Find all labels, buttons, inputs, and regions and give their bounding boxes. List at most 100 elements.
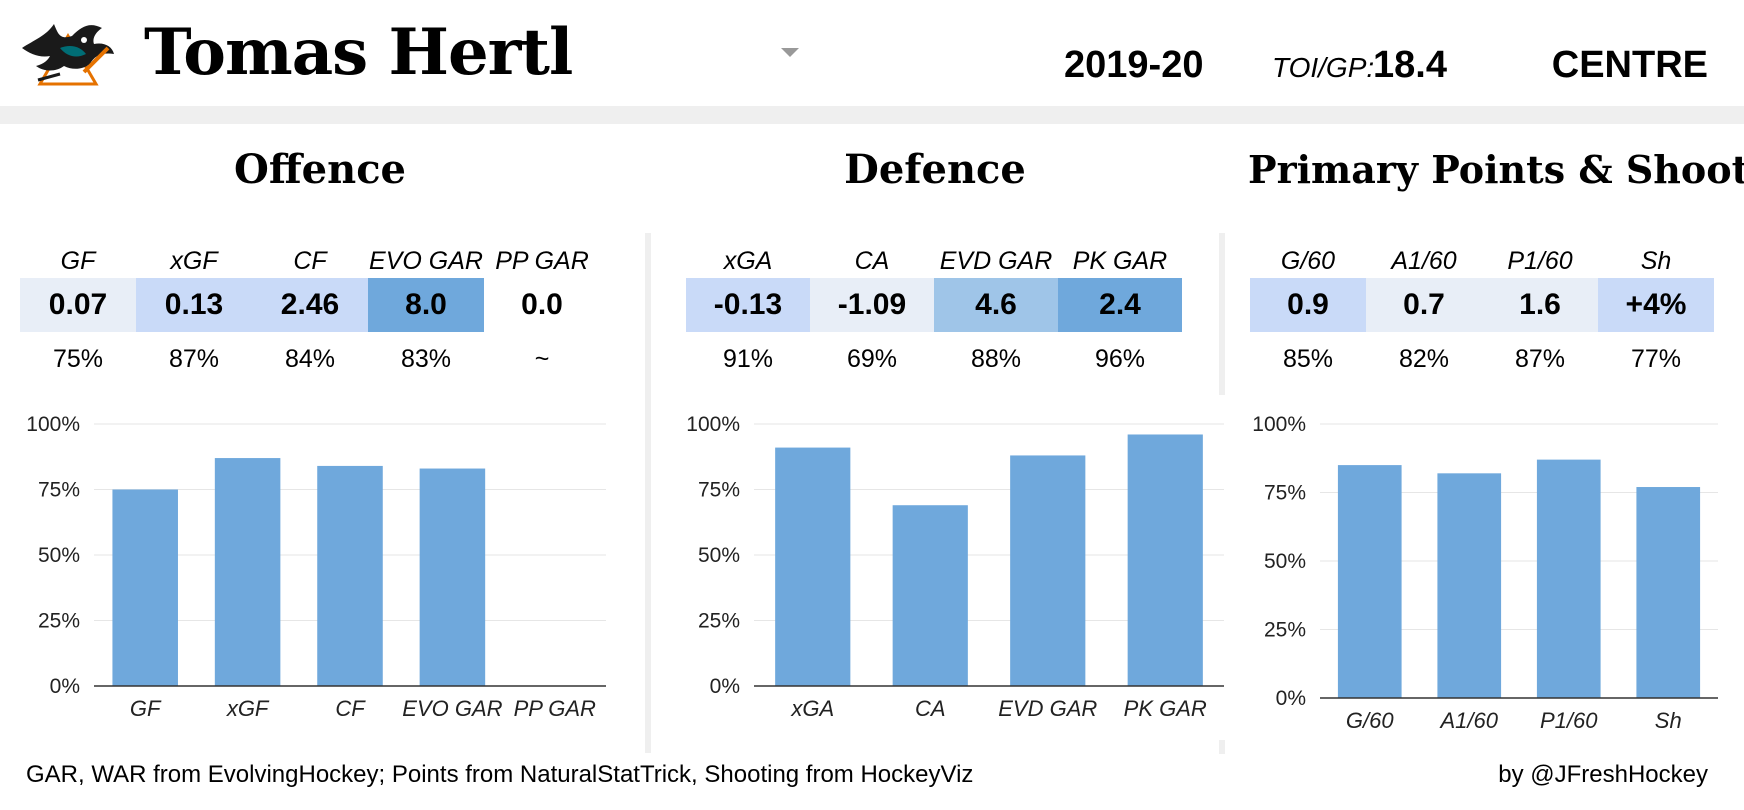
- stat-cell: 8.0: [368, 278, 484, 332]
- stat-cell: 2.46: [252, 278, 368, 332]
- x-tick-label: PP GAR: [514, 696, 596, 721]
- stat-cell: +4%: [1598, 278, 1714, 332]
- stat-label: xGF: [170, 247, 218, 275]
- bar: [317, 465, 383, 686]
- x-tick-label: P1/60: [1540, 708, 1598, 733]
- section-title: Offence: [233, 146, 406, 193]
- stat-label: GF: [60, 247, 96, 275]
- x-tick-label: A1/60: [1439, 708, 1499, 733]
- stat-percentile: 85%: [1282, 345, 1334, 373]
- bar: [1636, 487, 1701, 698]
- stat-percentile: ~: [534, 345, 550, 373]
- stat-percentile: 84%: [284, 345, 336, 373]
- toi-label: TOI/GP:: [1272, 52, 1375, 83]
- stat-label: EVO GAR: [369, 247, 483, 275]
- author-credit: by @JFreshHockey: [1498, 761, 1708, 788]
- toi-value: 18.4: [1373, 44, 1447, 86]
- stat-value: 0.7: [1403, 288, 1445, 321]
- stat-cell: 0.07: [20, 278, 136, 332]
- bar: [1127, 434, 1203, 686]
- stat-value: 2.46: [280, 288, 340, 321]
- x-tick-label: xGA: [790, 696, 834, 721]
- x-tick-label: G/60: [1346, 708, 1394, 733]
- stat-cell: 2.4: [1058, 278, 1182, 332]
- y-tick-label: 50%: [1264, 550, 1306, 573]
- stat-label: EVD GAR: [939, 247, 1053, 275]
- stat-value: 1.6: [1519, 288, 1561, 321]
- bar: [214, 458, 281, 686]
- stat-percentile: 82%: [1398, 345, 1450, 373]
- y-tick-label: 0%: [1276, 687, 1306, 710]
- bar: [1536, 459, 1601, 698]
- stat-label: G/60: [1280, 247, 1336, 275]
- stat-value: 8.0: [405, 288, 447, 321]
- y-tick-label: 0%: [710, 675, 740, 698]
- header-divider: [0, 106, 1744, 124]
- stat-label: PK GAR: [1072, 247, 1168, 275]
- x-tick-label: Sh: [1655, 708, 1682, 733]
- y-tick-label: 100%: [686, 413, 740, 436]
- bar: [1437, 473, 1502, 698]
- stat-value: 0.07: [48, 288, 108, 321]
- stat-value: -0.13: [713, 288, 783, 321]
- stat-percentile: 75%: [52, 345, 104, 373]
- y-tick-label: 50%: [698, 544, 740, 567]
- stat-label: CF: [293, 247, 327, 275]
- y-tick-label: 75%: [698, 479, 740, 502]
- x-tick-label: CA: [915, 696, 946, 721]
- y-tick-label: 50%: [38, 544, 80, 567]
- stat-value: 4.6: [975, 288, 1017, 321]
- player-name: Tomas Hertl: [144, 15, 573, 90]
- stat-value: -1.09: [837, 288, 907, 321]
- bar: [419, 468, 486, 686]
- player-dropdown-icon[interactable]: [781, 48, 799, 57]
- stat-percentile: 83%: [400, 345, 452, 373]
- stat-percentile: 87%: [168, 345, 220, 373]
- y-tick-label: 75%: [1264, 482, 1306, 505]
- stat-percentile: 88%: [970, 345, 1022, 373]
- stat-cell: 0.7: [1366, 278, 1482, 332]
- stat-cell: -0.13: [686, 278, 810, 332]
- stat-percentile: 77%: [1630, 345, 1682, 373]
- stat-cell: 0.13: [136, 278, 252, 332]
- stat-cell: 1.6: [1482, 278, 1598, 332]
- section-title: Defence: [844, 146, 1026, 193]
- stat-label: CA: [854, 247, 890, 275]
- y-tick-label: 25%: [38, 610, 80, 633]
- stat-value: 0.0: [521, 288, 563, 321]
- stat-label: P1/60: [1507, 247, 1573, 275]
- stat-percentile: 96%: [1094, 345, 1146, 373]
- stat-value: +4%: [1625, 288, 1687, 321]
- stat-label: PP GAR: [495, 247, 589, 275]
- y-tick-label: 100%: [26, 413, 80, 436]
- y-tick-label: 25%: [1264, 619, 1306, 642]
- section-divider: [645, 233, 651, 753]
- stat-value: 0.9: [1287, 288, 1329, 321]
- stat-cell: 0.0: [484, 278, 600, 332]
- x-tick-label: EVO GAR: [402, 696, 502, 721]
- stat-percentile: 87%: [1514, 345, 1566, 373]
- x-tick-label: EVD GAR: [998, 696, 1097, 721]
- x-tick-label: PK GAR: [1124, 696, 1207, 721]
- bar: [1010, 455, 1086, 686]
- season-label: 2019-20: [1064, 44, 1204, 86]
- offence-percentile-chart: 0% 25% 50% 75% 100% GF xGF CF EVO GAR PP GAR: [20, 400, 620, 740]
- stat-value: 2.4: [1099, 288, 1141, 321]
- section-divider: [1219, 233, 1225, 395]
- data-sources-note: GAR, WAR from EvolvingHockey; Points fro…: [26, 761, 974, 788]
- bar: [775, 447, 851, 686]
- bar: [892, 505, 968, 686]
- y-tick-label: 25%: [698, 610, 740, 633]
- stat-percentile: 69%: [846, 345, 898, 373]
- section-title: Primary Points & Shooting: [1248, 147, 1744, 192]
- bar: [1337, 465, 1402, 698]
- stat-label: Sh: [1640, 247, 1672, 275]
- header-bar: Tomas Hertl 2019-20 TOI/GP: 18.4 CENTRE: [0, 0, 1744, 106]
- y-tick-label: 0%: [50, 675, 80, 698]
- stat-cell: -1.09: [810, 278, 934, 332]
- stat-cell: 4.6: [934, 278, 1058, 332]
- stat-percentile: 91%: [722, 345, 774, 373]
- points-shooting-percentile-chart: 0% 25% 50% 75% 100% G/60 A1/60 P1/60 Sh: [1240, 400, 1730, 750]
- defence-percentile-chart: 0% 25% 50% 75% 100% xGA CA EVD GAR PK GAR: [668, 400, 1228, 740]
- x-tick-label: GF: [130, 696, 162, 721]
